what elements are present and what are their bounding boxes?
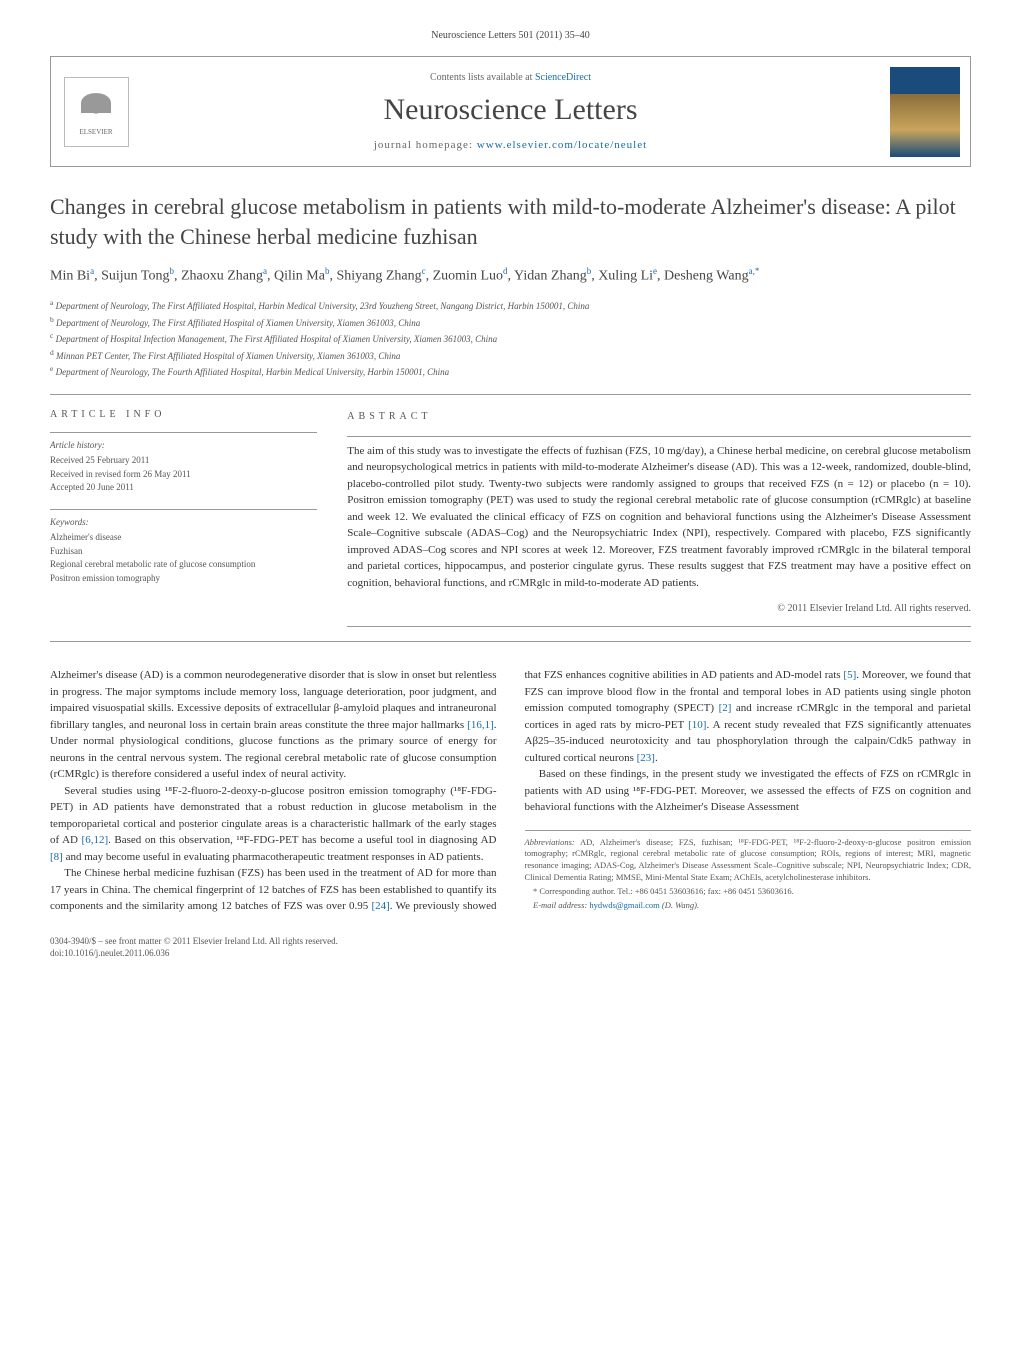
- body-paragraph: Several studies using ¹⁸F-2-fluoro-2-deo…: [50, 783, 497, 866]
- citation-link[interactable]: [10]: [688, 719, 706, 731]
- corresponding-author-footnote: * Corresponding author. Tel.: +86 0451 5…: [525, 886, 972, 898]
- abstract-divider: [347, 436, 971, 437]
- sciencedirect-link[interactable]: ScienceDirect: [535, 72, 591, 83]
- affiliations-block: a Department of Neurology, The First Aff…: [50, 297, 971, 380]
- affiliation-line: d Minnan PET Center, The First Affiliate…: [50, 347, 971, 364]
- keyword-line: Alzheimer's disease: [50, 531, 317, 545]
- history-line: Received 25 February 2011: [50, 454, 317, 468]
- publisher-logo-cell: ELSEVIER: [51, 57, 141, 166]
- running-header: Neuroscience Letters 501 (2011) 35–40: [50, 30, 971, 41]
- body-paragraph: Based on these findings, in the present …: [525, 766, 972, 816]
- history-line: Accepted 20 June 2011: [50, 481, 317, 495]
- abstract-column: ABSTRACT The aim of this study was to in…: [347, 409, 971, 628]
- footnotes-block: Abbreviations: AD, Alzheimer's disease; …: [525, 830, 972, 912]
- journal-cover-cell: [880, 57, 970, 166]
- affiliation-line: c Department of Hospital Infection Manag…: [50, 330, 971, 347]
- journal-cover-thumbnail: [890, 67, 960, 157]
- email-suffix: (D. Wang).: [660, 900, 699, 910]
- keyword-line: Positron emission tomography: [50, 572, 317, 586]
- citation-link[interactable]: [8]: [50, 851, 63, 863]
- contents-available-line: Contents lists available at ScienceDirec…: [141, 72, 880, 83]
- citation-link[interactable]: [6,12]: [82, 834, 109, 846]
- homepage-url-link[interactable]: www.elsevier.com/locate/neulet: [477, 139, 647, 151]
- abstract-heading: ABSTRACT: [347, 409, 971, 424]
- elsevier-tree-icon: [76, 88, 116, 128]
- citation-link[interactable]: [5]: [843, 669, 856, 681]
- body-paragraph: Alzheimer's disease (AD) is a common neu…: [50, 667, 497, 783]
- article-info-column: ARTICLE INFO Article history: Received 2…: [50, 409, 317, 628]
- homepage-label: journal homepage:: [374, 139, 477, 151]
- info-divider: [50, 432, 317, 433]
- article-history-block: Article history: Received 25 February 20…: [50, 439, 317, 495]
- journal-header-box: ELSEVIER Contents lists available at Sci…: [50, 56, 971, 167]
- abstract-text: The aim of this study was to investigate…: [347, 443, 971, 592]
- affiliation-line: b Department of Neurology, The First Aff…: [50, 314, 971, 331]
- citation-link[interactable]: [16,1]: [467, 719, 494, 731]
- history-heading: Article history:: [50, 439, 317, 453]
- citation-link[interactable]: [2]: [719, 702, 732, 714]
- abstract-copyright: © 2011 Elsevier Ireland Ltd. All rights …: [347, 601, 971, 616]
- history-line: Received in revised form 26 May 2011: [50, 468, 317, 482]
- article-body: Alzheimer's disease (AD) is a common neu…: [50, 667, 971, 915]
- contents-prefix: Contents lists available at: [430, 72, 535, 83]
- header-center: Contents lists available at ScienceDirec…: [141, 57, 880, 166]
- info-abstract-row: ARTICLE INFO Article history: Received 2…: [50, 409, 971, 628]
- journal-title: Neuroscience Letters: [141, 93, 880, 127]
- homepage-line: journal homepage: www.elsevier.com/locat…: [141, 139, 880, 151]
- keyword-line: Fuzhisan: [50, 545, 317, 559]
- corresponding-email-link[interactable]: hydwds@gmail.com: [589, 900, 659, 910]
- abstract-bottom-rule: [347, 626, 971, 627]
- article-title: Changes in cerebral glucose metabolism i…: [50, 192, 971, 251]
- author-list: Min Bia, Suijun Tongb, Zhaoxu Zhanga, Qi…: [50, 265, 971, 287]
- footer-doi-line: doi:doi:10.1016/j.neulet.2011.06.03610.1…: [50, 947, 971, 960]
- affiliation-line: e Department of Neurology, The Fourth Af…: [50, 363, 971, 380]
- abbreviations-footnote: Abbreviations: AD, Alzheimer's disease; …: [525, 837, 972, 885]
- keywords-heading: Keywords:: [50, 516, 317, 530]
- citation-link[interactable]: [23]: [637, 752, 655, 764]
- email-footnote: E-mail address: hydwds@gmail.com (D. Wan…: [525, 900, 972, 912]
- keywords-block: Keywords: Alzheimer's diseaseFuzhisanReg…: [50, 516, 317, 586]
- citation-link[interactable]: [24]: [371, 900, 389, 912]
- keyword-line: Regional cerebral metabolic rate of gluc…: [50, 558, 317, 572]
- footer-issn-line: 0304-3940/$ – see front matter © 2011 El…: [50, 935, 971, 948]
- abbrev-label: Abbreviations:: [525, 837, 575, 847]
- article-info-heading: ARTICLE INFO: [50, 409, 317, 420]
- page-footer: 0304-3940/$ – see front matter © 2011 El…: [50, 935, 971, 960]
- affiliation-line: a Department of Neurology, The First Aff…: [50, 297, 971, 314]
- section-divider: [50, 394, 971, 395]
- abbrev-text: AD, Alzheimer's disease; FZS, fuzhisan; …: [525, 837, 972, 883]
- elsevier-label: ELSEVIER: [79, 128, 112, 136]
- email-label: E-mail address:: [533, 900, 589, 910]
- elsevier-logo: ELSEVIER: [64, 77, 129, 147]
- section-divider-bottom: [50, 641, 971, 642]
- info-divider-2: [50, 509, 317, 510]
